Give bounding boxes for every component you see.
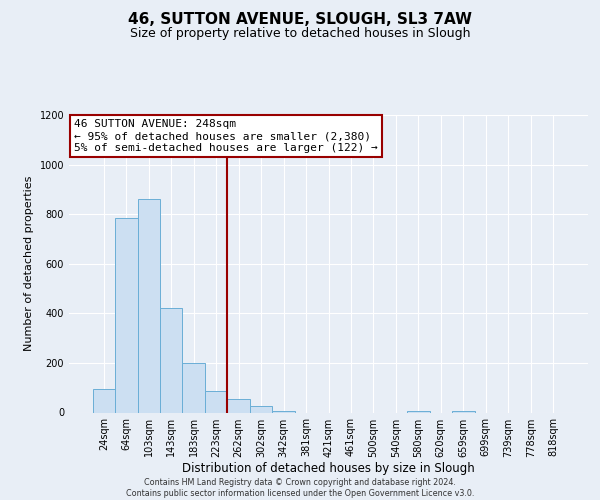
Bar xyxy=(227,399,250,412)
Text: 46 SUTTON AVENUE: 248sqm
← 95% of detached houses are smaller (2,380)
5% of semi: 46 SUTTON AVENUE: 248sqm ← 95% of detach… xyxy=(74,120,378,152)
Bar xyxy=(137,200,160,412)
Bar xyxy=(182,363,205,412)
Bar xyxy=(92,389,115,412)
X-axis label: Distribution of detached houses by size in Slough: Distribution of detached houses by size … xyxy=(182,462,475,475)
Bar xyxy=(205,390,227,412)
Text: Contains HM Land Registry data © Crown copyright and database right 2024.
Contai: Contains HM Land Registry data © Crown c… xyxy=(126,478,474,498)
Bar xyxy=(115,218,137,412)
Bar xyxy=(160,308,182,412)
Text: Size of property relative to detached houses in Slough: Size of property relative to detached ho… xyxy=(130,28,470,40)
Bar xyxy=(250,406,272,412)
Y-axis label: Number of detached properties: Number of detached properties xyxy=(24,176,34,352)
Text: 46, SUTTON AVENUE, SLOUGH, SL3 7AW: 46, SUTTON AVENUE, SLOUGH, SL3 7AW xyxy=(128,12,472,28)
